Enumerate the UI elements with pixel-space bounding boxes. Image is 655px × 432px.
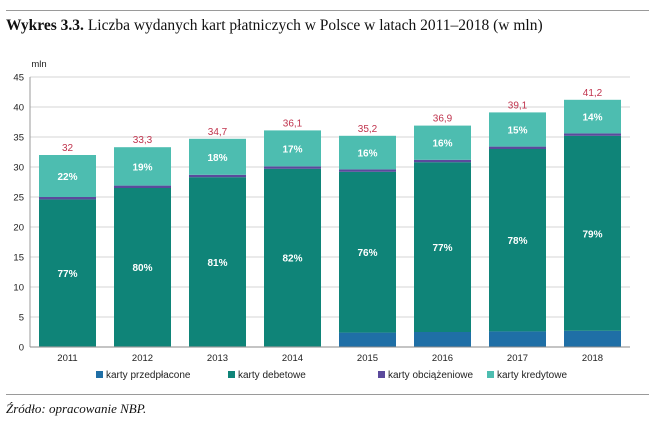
title-text: Liczba wydanych kart płatniczych w Polsc… — [83, 17, 543, 34]
top-rule — [6, 10, 649, 11]
x-tick-label: 2014 — [282, 353, 303, 364]
bar-segment — [264, 130, 321, 167]
bar-total-label: 32 — [62, 143, 74, 154]
bar-percent-label: 79% — [582, 229, 602, 240]
x-tick-label: 2017 — [507, 353, 528, 364]
chart-title: Wykres 3.3. Liczba wydanych kart płatnic… — [6, 17, 649, 35]
bar-percent-label: 17% — [282, 144, 302, 155]
bar-percent-label: 76% — [357, 248, 377, 259]
stacked-bar-chart: mln 0 5 10 15 20 25 30 35 40 45 77% 22% 32 2011 80% 19% 3… — [13, 59, 630, 381]
legend-label: karty kredytowe — [497, 370, 567, 381]
x-tick-label: 2015 — [357, 353, 378, 364]
bar-percent-label: 19% — [132, 162, 152, 173]
bar-total-label: 36,9 — [433, 114, 453, 125]
y-tick-label: 25 — [13, 193, 24, 204]
bottom-rule — [6, 394, 649, 395]
y-tick-label: 35 — [13, 133, 24, 144]
legend-label: karty debetowe — [238, 370, 306, 381]
bar-segment — [489, 149, 546, 332]
bar-segment — [414, 159, 471, 163]
bar-segment — [564, 133, 621, 136]
bar-percent-label: 80% — [132, 263, 152, 274]
bar-segment — [414, 332, 471, 347]
bar-segment — [114, 185, 171, 188]
bar-segment — [564, 330, 621, 347]
bar-percent-label: 81% — [207, 258, 227, 269]
bar-segment — [339, 135, 396, 170]
y-tick-label: 5 — [19, 313, 24, 324]
bar-percent-label: 14% — [582, 113, 602, 124]
bar-segment — [114, 147, 171, 186]
bar-segment — [489, 146, 546, 149]
bar-segment — [564, 99, 621, 134]
y-tick-label: 40 — [13, 103, 24, 114]
source-note: Źródło: opracowanie NBP. — [6, 401, 147, 416]
y-tick-label: 30 — [13, 163, 24, 174]
bar-percent-label: 77% — [432, 243, 452, 254]
bar-percent-label: 78% — [507, 236, 527, 247]
bar-segment — [339, 169, 396, 172]
bar-segment — [414, 162, 471, 332]
bar-segment — [489, 112, 546, 147]
y-unit-label: mln — [31, 59, 46, 70]
bar-total-label: 41,2 — [583, 88, 603, 99]
bar-segment — [264, 168, 321, 347]
legend-label: karty przedpłacone — [106, 370, 191, 381]
bar-segment — [189, 174, 246, 178]
bar-percent-label: 16% — [432, 139, 452, 150]
title-lead: Wykres 3.3. — [6, 17, 84, 34]
legend-swatch — [228, 371, 235, 378]
x-tick-label: 2016 — [432, 353, 453, 364]
bar-segment — [189, 138, 246, 175]
x-tick-label: 2011 — [57, 353, 77, 364]
x-tick-label: 2018 — [582, 353, 603, 364]
legend-swatch — [96, 371, 103, 378]
bar-segment — [39, 197, 96, 200]
bar-segment — [39, 155, 96, 197]
bar-percent-label: 16% — [357, 149, 377, 160]
bar-percent-label: 77% — [57, 269, 77, 280]
bar-total-label: 33,3 — [133, 135, 153, 146]
y-tick-label: 10 — [13, 283, 24, 294]
bar-segment — [339, 332, 396, 347]
y-tick-label: 45 — [13, 73, 24, 84]
bar-segment — [189, 177, 246, 347]
bar-segment — [114, 188, 171, 347]
bar-percent-label: 18% — [207, 153, 227, 164]
x-tick-label: 2012 — [132, 353, 153, 364]
bar-segment — [489, 331, 546, 347]
bar-total-label: 36,1 — [283, 118, 303, 129]
bar-percent-label: 82% — [282, 254, 302, 265]
legend-swatch — [378, 371, 385, 378]
bar-percent-label: 15% — [507, 126, 527, 137]
y-tick-label: 20 — [13, 223, 24, 234]
legend-swatch — [487, 371, 494, 378]
bar-total-label: 39,1 — [508, 100, 528, 111]
legend-label: karty obciążeniowe — [388, 370, 473, 381]
x-tick-label: 2013 — [207, 353, 228, 364]
bar-segment — [414, 125, 471, 160]
bar-total-label: 35,2 — [358, 124, 378, 135]
bar-segment — [39, 199, 96, 347]
bar-total-label: 34,7 — [208, 127, 228, 138]
bar-segment — [564, 135, 621, 331]
y-tick-label: 0 — [19, 343, 24, 354]
bar-segment — [339, 171, 396, 333]
bar-percent-label: 22% — [57, 172, 77, 183]
y-tick-label: 15 — [13, 253, 24, 264]
bar-segment — [264, 166, 321, 169]
